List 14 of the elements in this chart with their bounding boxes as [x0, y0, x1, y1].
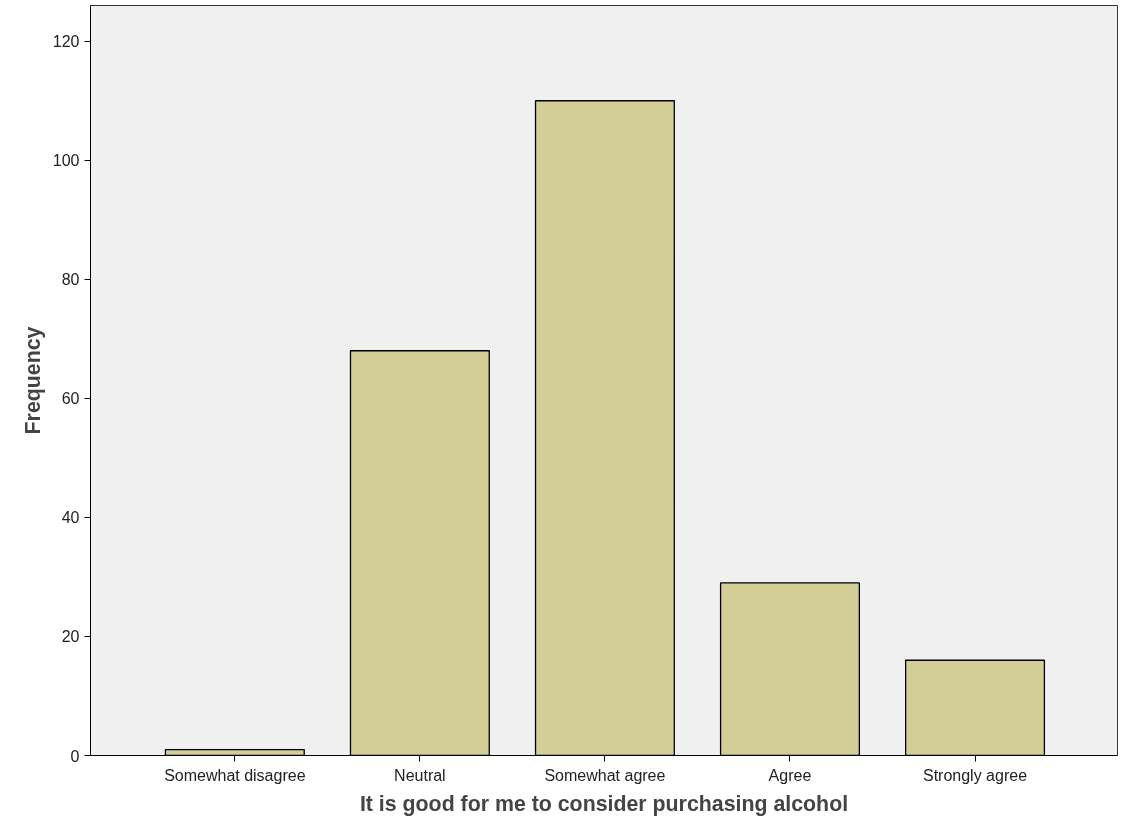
x-tick-label: Agree: [768, 766, 812, 784]
y-tick-label: 80: [61, 271, 80, 289]
y-tick-label: 120: [52, 33, 80, 51]
x-tick-label: Neutral: [394, 766, 446, 784]
y-axis-title: Frequency: [20, 326, 45, 435]
x-axis-title: It is good for me to consider purchasing alcohol: [359, 791, 849, 816]
y-tick-label: 0: [70, 747, 80, 765]
y-tick-label: 20: [61, 628, 80, 646]
y-tick-label: 60: [61, 390, 80, 408]
y-tick-label: 100: [52, 152, 80, 170]
x-tick-label: Somewhat disagree: [164, 766, 306, 784]
x-tick-label: Strongly agree: [922, 766, 1028, 784]
x-tick-label: Somewhat agree: [544, 766, 666, 784]
y-tick-label: 40: [61, 509, 80, 527]
